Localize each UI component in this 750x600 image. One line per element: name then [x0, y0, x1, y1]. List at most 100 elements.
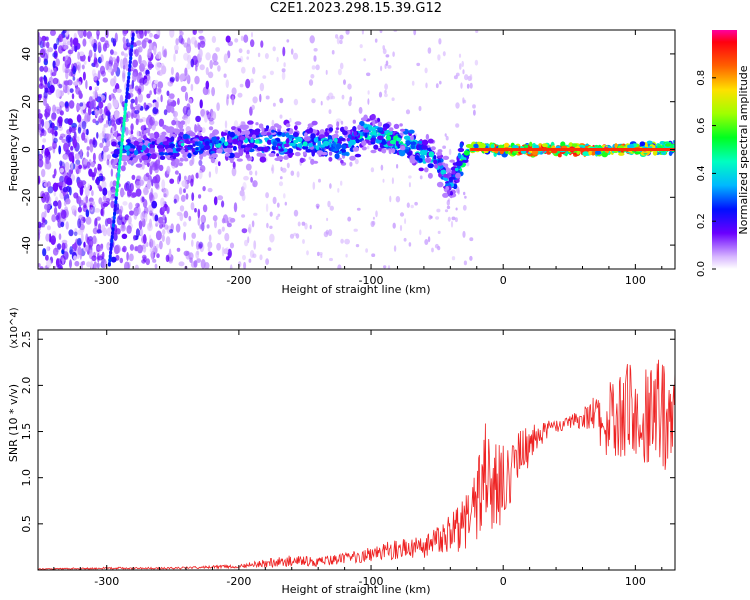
heatmap-cell — [399, 128, 406, 132]
heatmap-cell — [179, 31, 184, 36]
heatmap-cell — [106, 159, 110, 166]
heatmap-cell — [152, 83, 156, 89]
heatmap-cell — [455, 102, 460, 109]
heatmap-cell — [257, 52, 261, 58]
heatmap-cell — [302, 151, 307, 155]
heatmap-cell — [166, 206, 170, 214]
heatmap-cell — [138, 54, 142, 65]
heatmap-cell — [269, 131, 277, 135]
heatmap-cell — [173, 53, 176, 62]
heatmap-cell — [154, 263, 158, 269]
heatmap-cell — [115, 118, 122, 125]
heatmap-cell — [339, 39, 343, 45]
heatmap-cell — [254, 170, 258, 176]
heatmap-cell — [131, 174, 136, 180]
heatmap-cell — [251, 220, 255, 228]
heatmap-cell — [216, 102, 220, 111]
heatmap-cell — [73, 255, 77, 261]
heatmap-cell — [260, 153, 267, 158]
heatmap-cell — [437, 230, 441, 234]
heatmap-cell — [193, 260, 198, 268]
heatmap-cell — [455, 207, 458, 211]
x-tick-label: 100 — [625, 274, 646, 287]
heatmap-cell — [253, 240, 257, 250]
heatmap-cell — [183, 231, 187, 241]
heatmap-cell — [337, 188, 340, 193]
heatmap-cell — [52, 60, 56, 69]
heatmap-cell — [156, 139, 160, 145]
heatmap-cell — [123, 161, 127, 166]
heatmap-cell — [382, 48, 387, 55]
heatmap-cell — [46, 192, 50, 202]
heatmap-cell — [328, 156, 333, 162]
heatmap-cell — [381, 148, 387, 154]
heatmap-cell — [200, 109, 206, 117]
heatmap-cell — [141, 259, 147, 264]
heatmap-cell — [76, 237, 83, 246]
heatmap-cell — [43, 65, 49, 73]
heatmap-cell — [221, 246, 225, 257]
heatmap-cell — [157, 88, 162, 93]
heatmap-cell — [323, 140, 330, 147]
heatmap-cell — [122, 117, 126, 123]
heatmap-cell — [97, 70, 101, 80]
heatmap-cell — [190, 58, 195, 68]
heatmap-cell — [38, 36, 42, 46]
heatmap-cell — [409, 141, 417, 146]
heatmap-cell — [200, 259, 206, 269]
heatmap-cell — [328, 229, 333, 237]
heatmap-cell — [445, 186, 450, 191]
colorbar-tick-label: 0.4 — [696, 165, 707, 181]
heatmap-cell — [102, 187, 108, 196]
x-tick-label: -200 — [226, 575, 251, 588]
heatmap-cell — [112, 219, 116, 224]
heatmap-cell — [359, 44, 363, 49]
heatmap-cell — [45, 233, 50, 242]
heatmap-cell — [361, 140, 367, 147]
heatmap-cell — [110, 49, 114, 55]
heatmap-cell — [176, 247, 181, 252]
heatmap-cell — [152, 258, 157, 263]
heatmap-cell — [158, 164, 164, 172]
heatmap-cell — [110, 168, 114, 177]
heatmap-cell — [42, 138, 47, 143]
heatmap-cell — [125, 90, 129, 96]
heatmap-cell — [136, 175, 142, 180]
heatmap-cell — [108, 254, 112, 259]
heatmap-cell — [246, 49, 250, 55]
heatmap-cell — [244, 146, 251, 151]
heatmap-cell — [128, 63, 132, 69]
heatmap-cell — [173, 198, 177, 204]
heatmap-cell — [229, 264, 233, 269]
heatmap-cell — [92, 227, 98, 235]
heatmap-cell — [121, 125, 126, 131]
heatmap-cell — [560, 141, 566, 147]
heatmap-cell — [187, 152, 192, 159]
heatmap-cell — [325, 69, 328, 75]
heatmap-cell — [217, 65, 221, 72]
heatmap-cell — [96, 80, 100, 86]
heatmap-cell — [226, 94, 230, 100]
spectrogram-y-ticks: -40 -20 0 20 40 — [20, 47, 675, 254]
heatmap-cell — [363, 58, 367, 62]
heatmap-cell — [150, 153, 157, 160]
heatmap-cell — [361, 146, 367, 151]
heatmap-cell — [424, 67, 428, 74]
heatmap-cell — [52, 104, 57, 114]
heatmap-cell — [336, 37, 340, 45]
heatmap-cell — [155, 61, 161, 71]
heatmap-cell — [146, 52, 151, 59]
heatmap-cell — [195, 250, 200, 259]
heatmap-cell — [58, 233, 62, 240]
heatmap-cell — [85, 209, 90, 218]
heatmap-cell — [55, 88, 61, 99]
heatmap-cell — [119, 94, 124, 105]
heatmap-cell — [183, 210, 189, 219]
heatmap-cell — [39, 266, 44, 269]
heatmap-cell — [353, 130, 358, 137]
heatmap-cell — [135, 180, 141, 189]
heatmap-cell — [212, 215, 218, 222]
heatmap-cell — [393, 245, 397, 252]
heatmap-cell — [157, 81, 164, 89]
heatmap-cell — [344, 238, 350, 245]
